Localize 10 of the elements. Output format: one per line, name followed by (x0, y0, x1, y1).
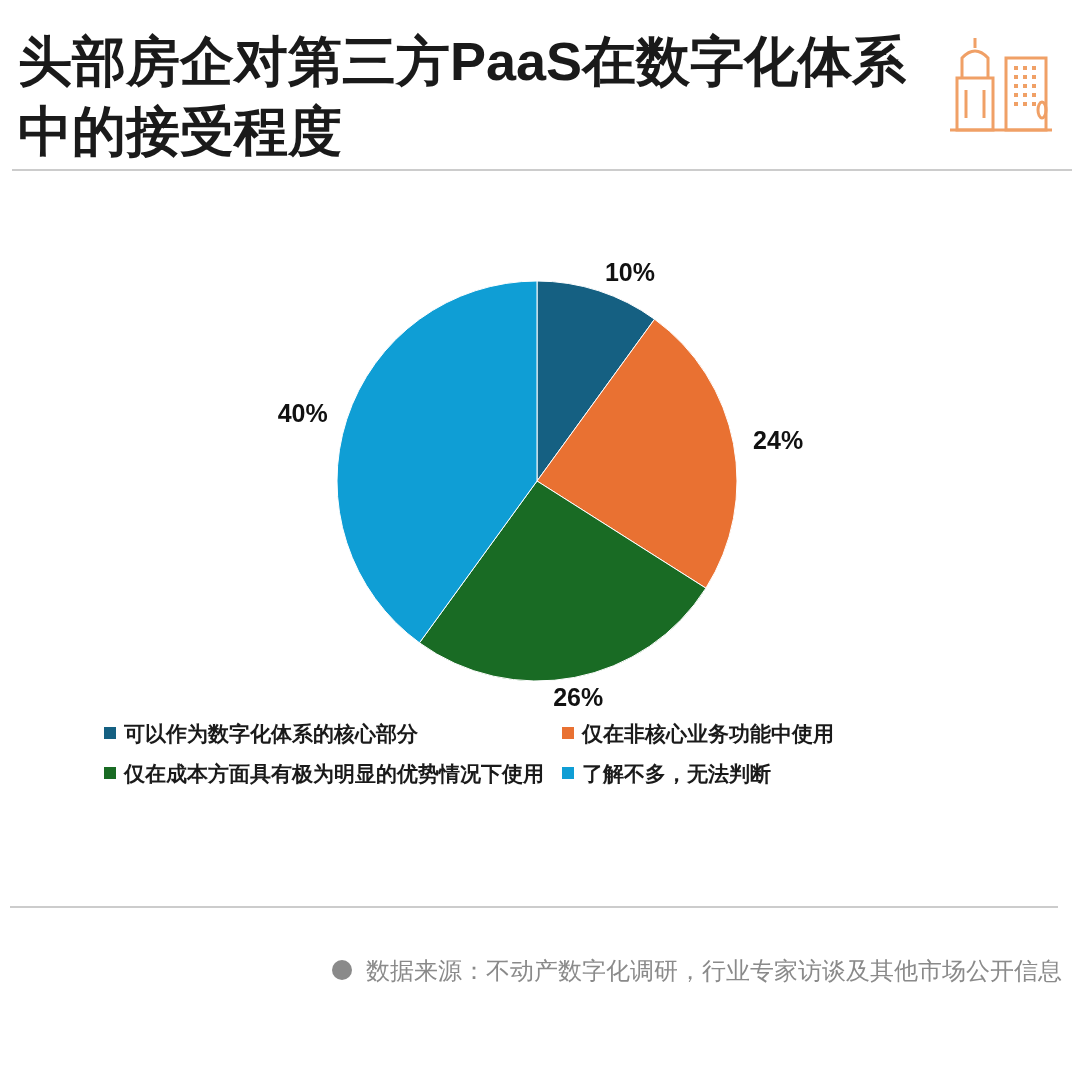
chart-title: 头部房企对第三方PaaS在数字化体系中的接受程度 (18, 31, 908, 161)
data-label: 26% (553, 683, 604, 712)
legend-label: 了解不多，无法判断 (582, 761, 771, 785)
data-label: 40% (277, 399, 328, 428)
legend-label: 仅在非核心业务功能中使用 (581, 721, 834, 745)
legend-label: 仅在成本方面具有极为明显的优势情况下使用 (123, 761, 544, 785)
data-label: 10% (604, 257, 656, 286)
data-label: 24% (753, 425, 804, 454)
source-note: 数据来源：不动产数字化调研，行业专家访谈及其他市场公开信息 (366, 956, 1062, 984)
legend-label: 可以作为数字化体系的核心部分 (123, 721, 419, 745)
